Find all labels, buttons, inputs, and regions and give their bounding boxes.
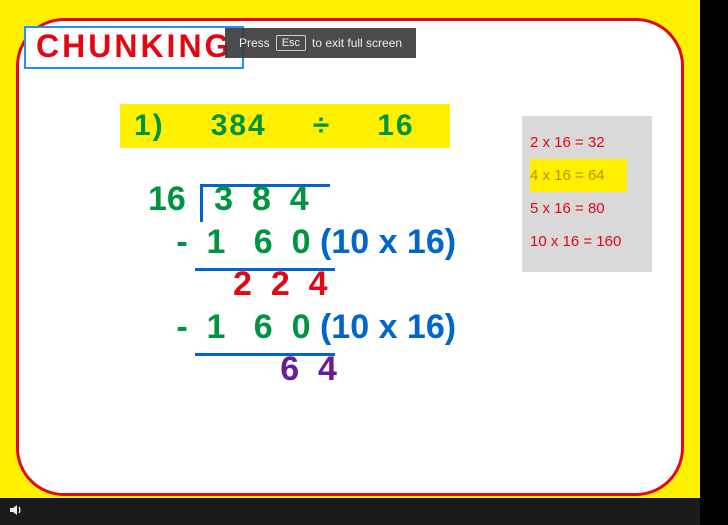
subtract-bar-2	[195, 353, 335, 356]
hint-row-4: 10 x 16 = 160	[530, 225, 644, 258]
hint-row-2: 4 x 16 = 64	[530, 159, 627, 192]
slide-title-box: CHUNKING	[24, 26, 244, 69]
slide-background: CHUNKING 1) 384 ÷ 16 16 3 8 4 - 1 6 0 (1…	[0, 0, 700, 498]
work-divisor-out: 16	[148, 180, 186, 218]
hint-panel: 2 x 16 = 32 4 x 16 = 64 5 x 16 = 80 10 x…	[522, 116, 652, 272]
work-note1: (10 x 16)	[320, 223, 456, 261]
problem-dividend: 384	[211, 109, 267, 143]
work-sub1: - 1 6 0	[176, 223, 310, 261]
volume-icon[interactable]	[8, 502, 24, 521]
work-sub2: - 1 6 0	[176, 308, 310, 346]
problem-operator: ÷	[313, 109, 331, 143]
hint-row-3: 5 x 16 = 80	[530, 192, 644, 225]
subtract-bar-1	[195, 268, 335, 271]
player-controls	[0, 498, 700, 525]
tip-post: to exit full screen	[312, 36, 402, 50]
problem-number: 1)	[134, 109, 165, 143]
division-work: 16 3 8 4 - 1 6 0 (10 x 16) 2 2 4 - 1 6 0…	[148, 178, 456, 391]
hint-row-1: 2 x 16 = 32	[530, 126, 644, 159]
esc-key-label: Esc	[276, 35, 306, 51]
fullscreen-tip: Press Esc to exit full screen	[225, 28, 416, 58]
problem-divisor: 16	[377, 109, 414, 143]
tip-pre: Press	[239, 36, 270, 50]
work-note2: (10 x 16)	[320, 308, 456, 346]
video-stage: CHUNKING 1) 384 ÷ 16 16 3 8 4 - 1 6 0 (1…	[0, 0, 728, 525]
work-dividend: 3 8 4	[214, 180, 309, 218]
problem-statement: 1) 384 ÷ 16	[120, 104, 450, 148]
slide-title: CHUNKING	[36, 28, 232, 64]
